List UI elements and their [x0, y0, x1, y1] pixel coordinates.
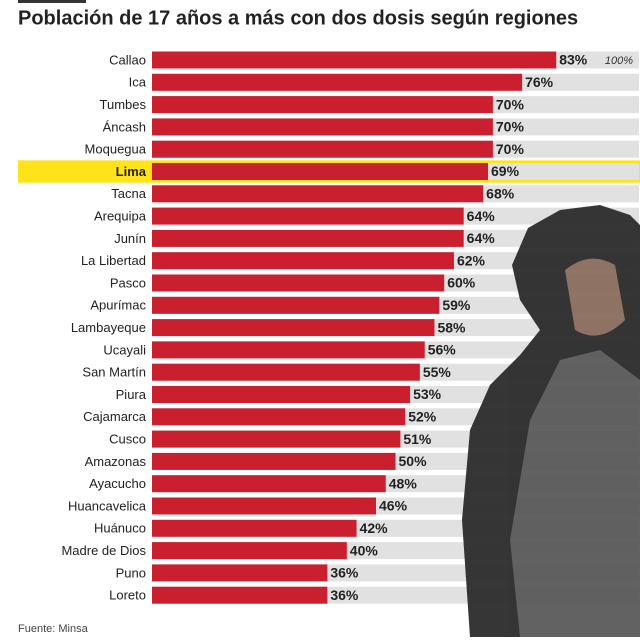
- category-label: Pasco: [110, 275, 146, 290]
- value-label: 83%: [559, 52, 588, 68]
- bar: [152, 140, 493, 158]
- bar: [152, 252, 454, 270]
- bar: [152, 207, 464, 225]
- category-label: Loreto: [109, 588, 146, 603]
- category-label: Ayacucho: [89, 476, 146, 491]
- value-label: 60%: [447, 275, 476, 291]
- bar: [152, 296, 440, 314]
- value-label: 42%: [360, 520, 389, 536]
- category-label: Junín: [114, 231, 146, 246]
- category-label: Ica: [129, 75, 147, 90]
- value-label: 50%: [399, 453, 428, 469]
- bar: [152, 542, 347, 560]
- bar: [152, 564, 328, 582]
- value-label: 62%: [457, 252, 486, 268]
- value-label: 59%: [442, 297, 471, 313]
- category-label: San Martín: [82, 365, 146, 380]
- bar: [152, 274, 445, 292]
- category-label: Tumbes: [100, 97, 147, 112]
- value-label: 70%: [496, 119, 525, 135]
- bar: [152, 519, 357, 537]
- bar: [152, 497, 377, 515]
- bar: [152, 229, 464, 247]
- value-label: 56%: [428, 342, 457, 358]
- photo: [462, 205, 640, 637]
- value-label: 48%: [389, 475, 418, 491]
- value-label: 51%: [403, 431, 432, 447]
- bar: [152, 118, 493, 136]
- value-label: 69%: [491, 163, 520, 179]
- source: Fuente: Minsa: [18, 623, 89, 635]
- bar: [152, 319, 435, 337]
- category-label: Callao: [109, 52, 146, 67]
- category-label: Apurímac: [90, 298, 146, 313]
- category-label: Puno: [116, 565, 146, 580]
- chart-title: Población de 17 años a más con dos dosis…: [18, 7, 578, 29]
- category-label: Huancavelica: [68, 498, 147, 513]
- value-label: 70%: [496, 141, 525, 157]
- value-label: 76%: [525, 74, 554, 90]
- bar: [152, 408, 406, 426]
- category-label: Lima: [116, 164, 147, 179]
- category-label: Lambayeque: [71, 320, 146, 335]
- bar: [152, 96, 493, 114]
- category-label: Huánuco: [94, 521, 146, 536]
- x-tick-label: 100%: [605, 55, 633, 67]
- bar: [152, 452, 396, 470]
- value-label: 55%: [423, 364, 452, 380]
- category-label: Cajamarca: [83, 409, 147, 424]
- bar: [152, 386, 411, 403]
- category-label: Moquegua: [85, 142, 147, 157]
- value-label: 64%: [467, 208, 496, 224]
- value-label: 53%: [413, 386, 442, 402]
- category-label: Madre de Dios: [61, 543, 146, 558]
- value-label: 64%: [467, 230, 496, 246]
- category-label: Ucayali: [103, 342, 146, 357]
- category-label: Amazonas: [85, 454, 147, 469]
- bar: [152, 73, 523, 91]
- category-label: Piura: [116, 387, 147, 402]
- category-label: Cusco: [109, 432, 146, 447]
- value-label: 70%: [496, 96, 525, 112]
- photo-shirt: [510, 350, 640, 637]
- value-label: 36%: [330, 565, 359, 581]
- category-label: Áncash: [103, 119, 146, 134]
- bar: [152, 363, 420, 381]
- value-label: 46%: [379, 498, 408, 514]
- bar: [152, 586, 328, 604]
- value-label: 68%: [486, 186, 515, 202]
- bar: [152, 185, 484, 203]
- value-label: 52%: [408, 409, 437, 425]
- photo-face: [565, 258, 625, 336]
- value-label: 40%: [350, 542, 379, 558]
- value-label: 58%: [437, 319, 466, 335]
- value-label: 36%: [330, 587, 359, 603]
- bar: [152, 341, 425, 359]
- category-label: La Libertad: [81, 253, 146, 268]
- bar: [152, 51, 557, 69]
- bar: [152, 430, 401, 448]
- category-label: Arequipa: [94, 209, 147, 224]
- bar: [152, 475, 386, 493]
- category-label: Tacna: [111, 186, 146, 201]
- top-rule: [18, 0, 86, 3]
- bar: [152, 163, 489, 180]
